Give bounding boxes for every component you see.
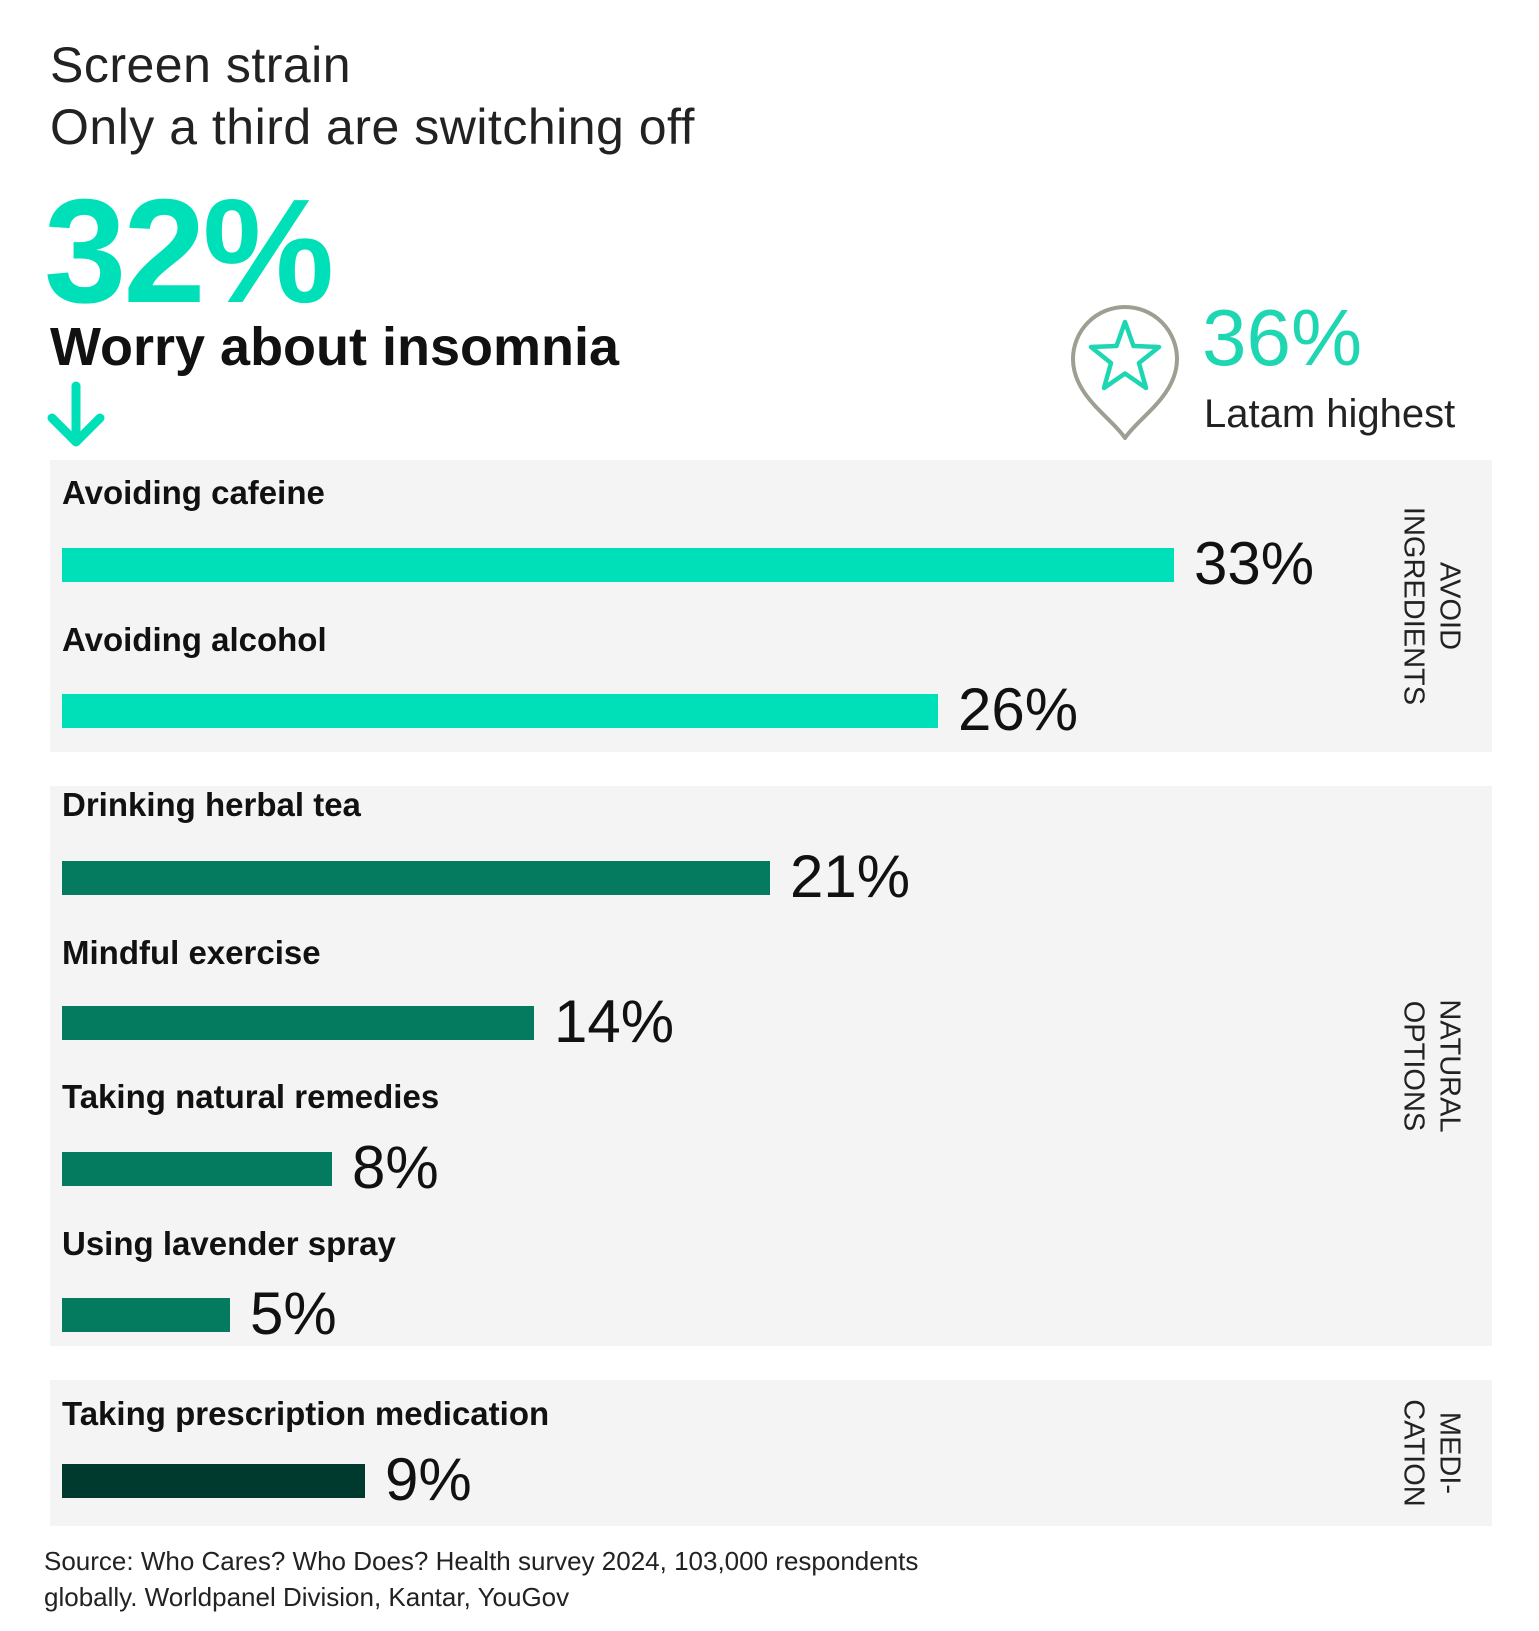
group-label-line: MEDI- <box>1433 1411 1466 1495</box>
bar-value-label: 14% <box>554 988 675 1055</box>
chart-subtitle: Only a third are switching off <box>50 99 695 155</box>
group-label-line: INGREDIENTS <box>1397 506 1429 706</box>
chart-title: Screen strain <box>50 37 352 93</box>
bar-value-label: 26% <box>958 676 1079 743</box>
bar <box>62 694 938 728</box>
group-label-line: NATURAL <box>1433 999 1466 1133</box>
bar-value-label: 33% <box>1194 530 1315 597</box>
bar-category-label: Taking natural remedies <box>62 1078 440 1115</box>
bar <box>62 1006 534 1040</box>
bar-category-label: Mindful exercise <box>62 934 321 971</box>
arrow-down-icon <box>47 381 105 447</box>
bar-category-label: Taking prescription medication <box>62 1395 550 1432</box>
highlight-stat-value: 36% <box>1202 293 1363 382</box>
bar-category-label: Avoiding cafeine <box>62 474 325 511</box>
source-note-line2: globally. Worldpanel Division, Kantar, Y… <box>44 1582 570 1612</box>
bar <box>62 1298 230 1332</box>
map-pin-star-icon <box>1071 305 1179 440</box>
bar-category-label: Avoiding alcohol <box>62 621 327 658</box>
bar <box>62 1152 332 1186</box>
bar-value-label: 9% <box>385 1446 472 1513</box>
source-note-line1: Source: Who Cares? Who Does? Health surv… <box>44 1546 919 1576</box>
headline-stat-label: Worry about insomnia <box>50 317 620 377</box>
bar-value-label: 8% <box>352 1134 439 1201</box>
headline-stat-value: 32% <box>44 169 334 334</box>
group-panel-medication <box>50 1380 1492 1526</box>
group-label-line: CATION <box>1397 1399 1429 1507</box>
bar <box>62 548 1174 582</box>
highlight-stat-label: Latam highest <box>1204 392 1456 436</box>
bar-value-label: 21% <box>790 843 911 910</box>
group-label-line: OPTIONS <box>1397 1000 1429 1132</box>
bar <box>62 861 770 895</box>
bar-value-label: 5% <box>250 1280 337 1347</box>
bar <box>62 1464 365 1498</box>
bar-category-label: Drinking herbal tea <box>62 786 361 823</box>
group-label-line: AVOID <box>1433 561 1466 651</box>
bar-category-label: Using lavender spray <box>62 1225 396 1262</box>
